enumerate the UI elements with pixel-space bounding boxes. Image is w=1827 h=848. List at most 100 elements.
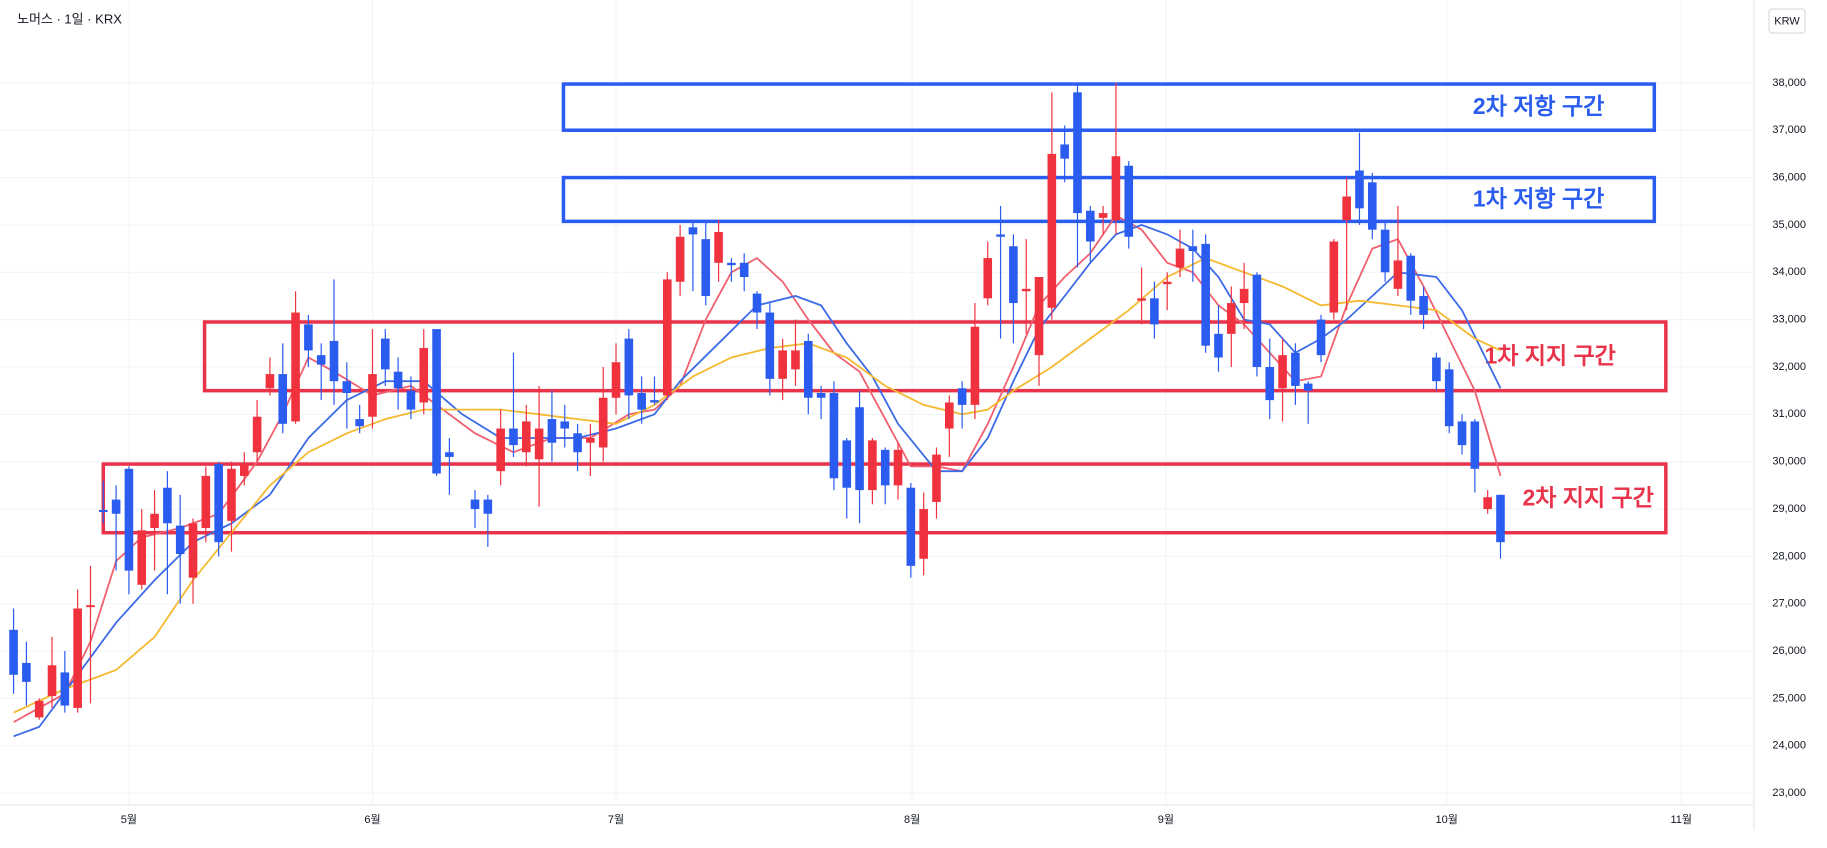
candle-body xyxy=(1470,421,1480,469)
candle-body xyxy=(9,629,18,675)
candles xyxy=(9,82,1505,720)
candle-body xyxy=(214,464,223,543)
candle-body xyxy=(1137,298,1146,301)
candle-body xyxy=(111,499,121,514)
candle-body xyxy=(1060,144,1069,159)
candle-body xyxy=(163,487,172,524)
candle-body xyxy=(611,362,621,398)
x-tick-label: 6월 xyxy=(364,813,380,826)
candle-body xyxy=(1432,357,1441,382)
y-tick-label: 24,000 xyxy=(1772,740,1806,752)
candle-body xyxy=(1291,352,1300,386)
candle-body xyxy=(342,381,352,394)
candle-body xyxy=(201,475,211,528)
candle-body xyxy=(778,350,787,379)
y-tick-label: 33,000 xyxy=(1772,314,1806,326)
y-tick-label: 35,000 xyxy=(1772,219,1806,231)
candle-body xyxy=(624,338,634,396)
candle-body xyxy=(1226,303,1236,334)
candle-body xyxy=(1457,421,1467,446)
x-tick-label: 9월 xyxy=(1158,813,1174,826)
candle-body xyxy=(1303,383,1313,391)
candle-body xyxy=(1380,229,1390,273)
zone-label: 1차 저항 구간 xyxy=(1473,186,1604,212)
candle-body xyxy=(483,499,493,514)
candle-body xyxy=(842,440,852,488)
candle-body xyxy=(586,438,595,443)
candle-body xyxy=(701,239,711,296)
candle-body xyxy=(739,262,749,278)
candle-body xyxy=(278,374,288,424)
candle-body xyxy=(1162,281,1172,285)
candle-body xyxy=(1073,92,1082,214)
y-tick-label: 23,000 xyxy=(1772,787,1806,799)
x-tick-label: 11월 xyxy=(1670,813,1692,826)
y-tick-label: 30,000 xyxy=(1772,456,1806,468)
candle-body xyxy=(944,402,954,429)
candle-body xyxy=(98,509,108,512)
candle-body xyxy=(1009,246,1018,304)
candle-body xyxy=(22,662,31,682)
candle-body xyxy=(239,464,249,476)
zone-box xyxy=(561,82,1657,132)
candle-body xyxy=(1188,246,1198,251)
y-tick-label: 36,000 xyxy=(1772,171,1806,183)
candle-body xyxy=(1367,182,1377,230)
candle-body xyxy=(1111,156,1121,221)
candle-body xyxy=(1342,196,1351,221)
candle-body xyxy=(1444,369,1454,427)
y-tick-label: 34,000 xyxy=(1772,266,1806,278)
y-tick-label: 37,000 xyxy=(1772,124,1806,136)
candle-body xyxy=(1085,210,1095,242)
y-tick-label: 31,000 xyxy=(1772,408,1806,420)
candle-body xyxy=(291,312,300,422)
candle-body xyxy=(1419,295,1428,315)
candle-body xyxy=(150,513,159,528)
candle-body xyxy=(432,329,441,474)
candle-body xyxy=(752,293,762,313)
candle-body xyxy=(957,388,967,405)
candle-body xyxy=(919,509,928,559)
candle-body xyxy=(227,468,236,521)
candle-body xyxy=(1098,213,1108,218)
candle-body xyxy=(970,326,980,405)
candle-body xyxy=(1175,248,1185,268)
candle-body xyxy=(34,700,44,718)
candle-body xyxy=(547,419,557,443)
chart-title: 노머스 · 1일 · KRX xyxy=(17,11,122,26)
y-tick-label: 29,000 xyxy=(1772,503,1806,515)
zone-box xyxy=(561,175,1657,224)
candle-body xyxy=(175,525,185,555)
candle-body xyxy=(855,407,864,491)
x-tick-label: 8월 xyxy=(904,813,920,826)
candle-body xyxy=(86,605,95,608)
candle-body xyxy=(932,454,941,502)
x-tick-label: 5월 xyxy=(121,813,137,826)
candle-body xyxy=(355,419,364,427)
candle-body xyxy=(727,262,736,266)
currency-badge xyxy=(1768,8,1806,34)
x-tick-label: 10월 xyxy=(1435,813,1457,826)
y-tick-label: 26,000 xyxy=(1772,645,1806,657)
zone-label: 2차 지지 구간 xyxy=(1522,484,1653,510)
y-tick-label: 32,000 xyxy=(1772,361,1806,373)
axes: 23,000 24,000 25,000 26,000 27,000 28,000 29,0… xyxy=(121,77,1806,826)
candle-body xyxy=(560,421,570,429)
candle-body xyxy=(509,428,518,446)
candle-body xyxy=(675,236,685,282)
candle-body xyxy=(252,416,262,453)
candle-body xyxy=(496,428,505,472)
candle-body xyxy=(893,449,903,486)
candle-body xyxy=(1329,241,1339,313)
candle-body xyxy=(1483,497,1492,510)
candle-body xyxy=(906,487,916,566)
candle-body xyxy=(60,672,70,706)
candle-body xyxy=(1034,277,1044,356)
moving-average-line xyxy=(13,223,1502,738)
candle-body xyxy=(765,312,775,379)
candle-body xyxy=(1278,355,1287,389)
candle-body xyxy=(419,348,429,403)
